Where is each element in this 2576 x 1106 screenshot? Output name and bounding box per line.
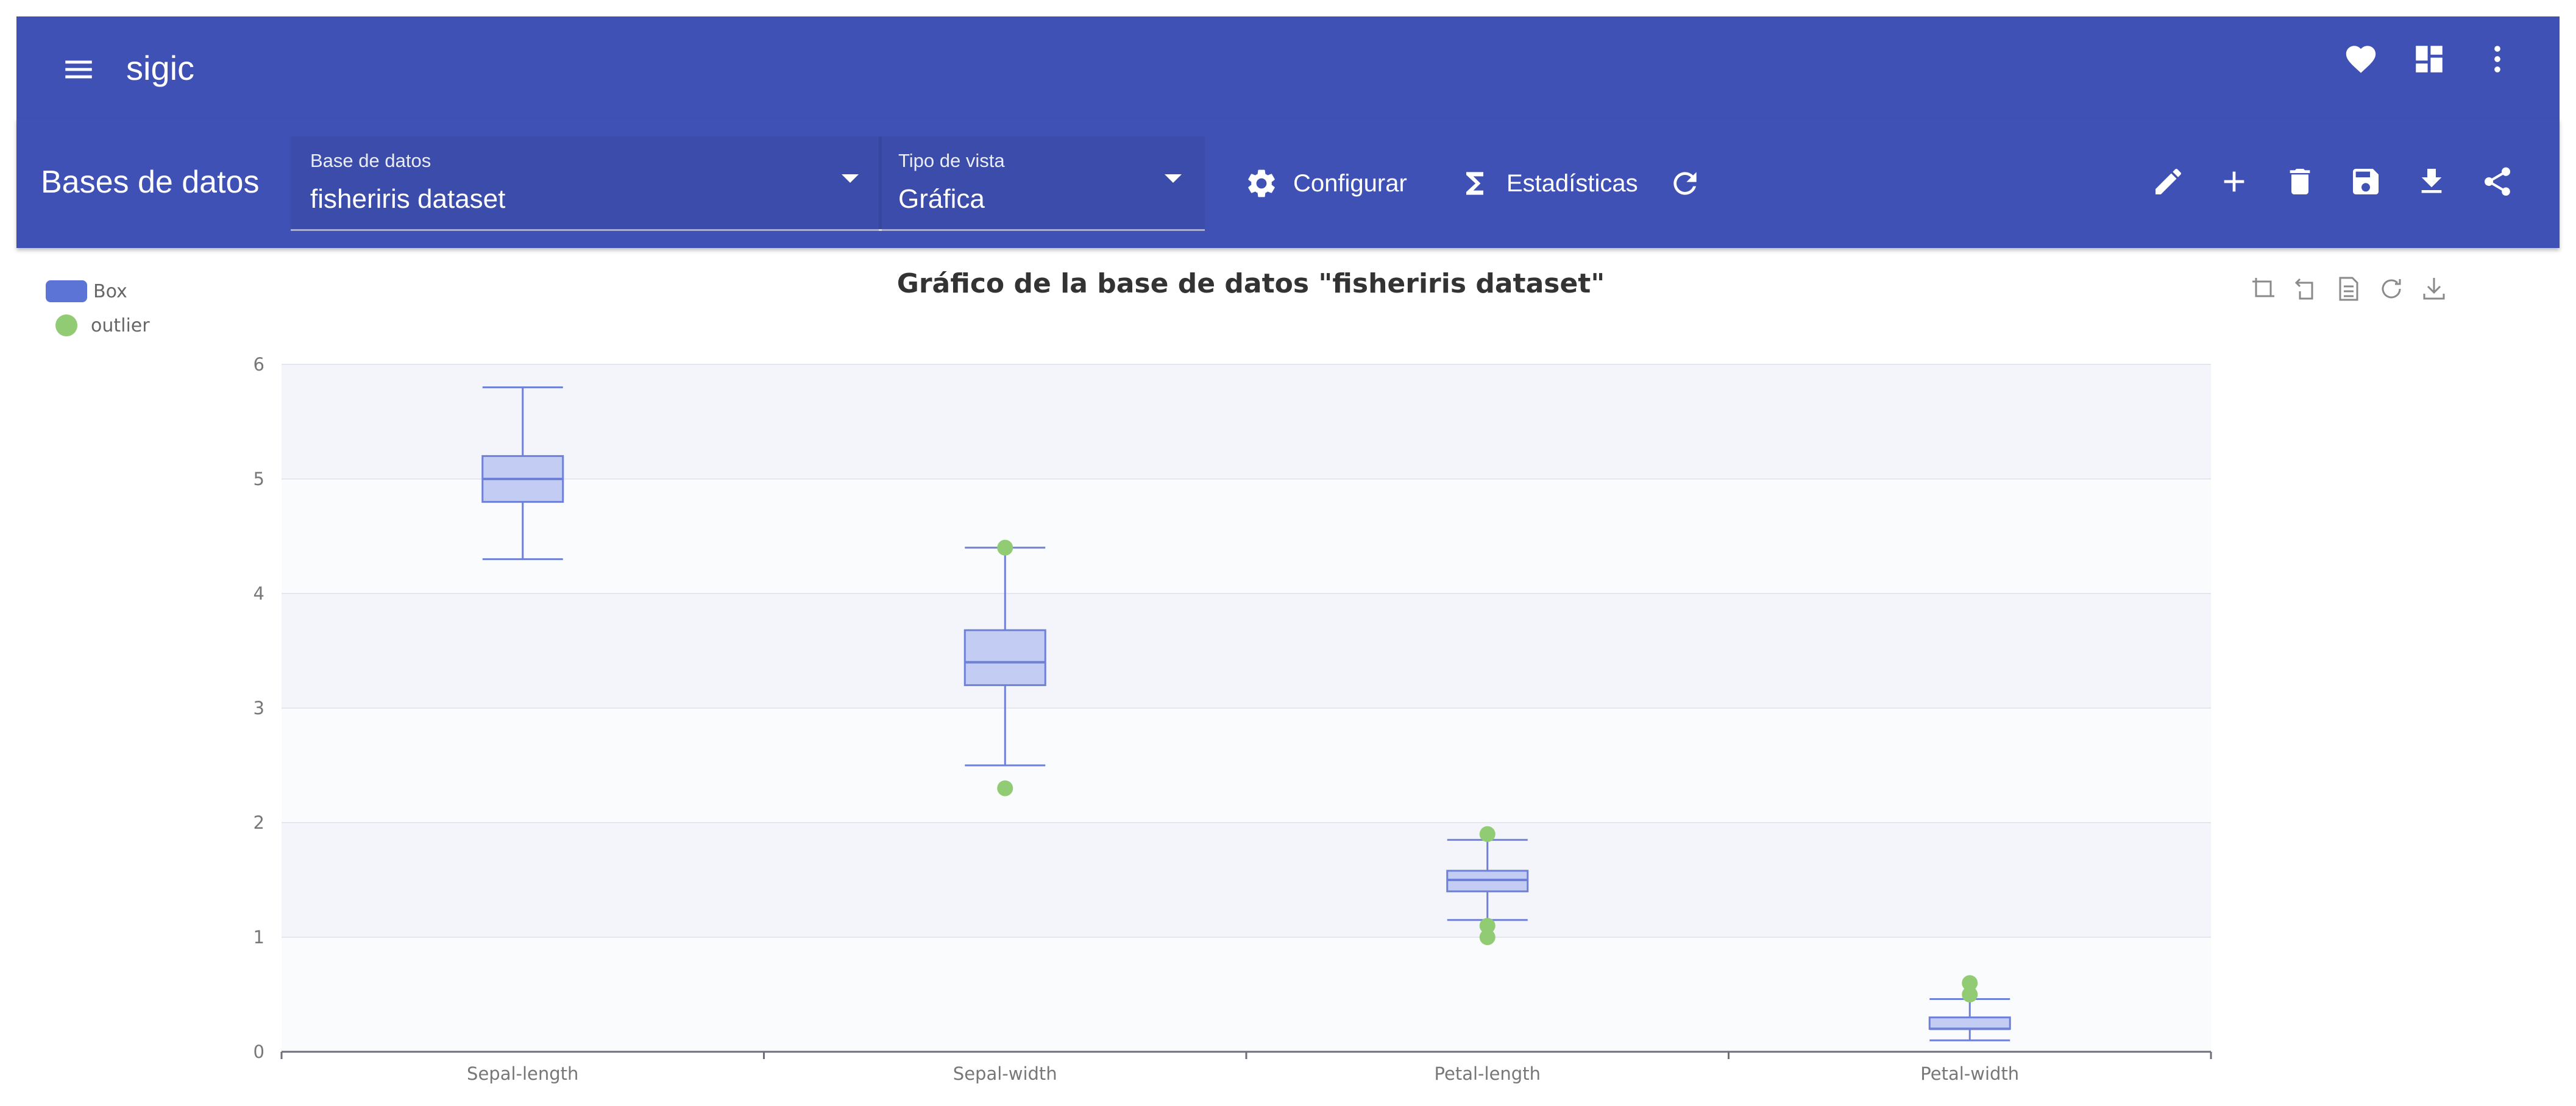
y-tick-label: 4 (254, 583, 264, 604)
x-tick-label: Petal-width (1920, 1063, 2019, 1084)
save-icon[interactable] (2346, 162, 2385, 201)
menu-icon[interactable] (59, 50, 98, 89)
zoom-icon[interactable] (2249, 274, 2278, 303)
download-icon[interactable] (2412, 162, 2451, 201)
configure-label: Configurar (1293, 169, 1407, 197)
x-tick-label: Sepal-length (467, 1063, 578, 1084)
grid-band (282, 823, 2211, 937)
y-tick-label: 3 (254, 698, 264, 718)
chart-legend: Box outlier (46, 274, 150, 342)
x-tick-label: Sepal-width (953, 1063, 1057, 1084)
chart-title: Gráfico de la base de datos "fisheriris … (896, 268, 1605, 299)
grid-band (282, 937, 2211, 1052)
x-tick-label: Petal-length (1435, 1063, 1541, 1084)
sigma-icon (1466, 172, 1483, 195)
box-iqr (1928, 1016, 2011, 1030)
view-type-select-value: Gráfica (898, 184, 985, 214)
outlier-point (1479, 929, 1496, 945)
delete-icon[interactable] (2280, 162, 2319, 201)
legend-box-swatch (46, 280, 87, 302)
refresh-button[interactable] (1668, 156, 1702, 211)
refresh-icon (1673, 172, 1697, 195)
grid-band (282, 479, 2211, 594)
database-select-value: fisheriris dataset (310, 184, 506, 214)
zoom-reset-icon[interactable] (2291, 274, 2321, 303)
outlier-point (997, 780, 1013, 796)
y-tick-label: 6 (254, 354, 264, 375)
grid-band (282, 364, 2211, 479)
chart-toolbox (2249, 274, 2449, 303)
dashboard-icon[interactable] (2410, 40, 2449, 79)
y-tick-label: 0 (254, 1041, 264, 1062)
app-bar: sigic (16, 16, 2560, 118)
more-vert-icon[interactable] (2478, 40, 2517, 79)
view-type-select-label: Tipo de vista (898, 150, 1005, 171)
outlier-point (1479, 826, 1496, 842)
grid-band (282, 708, 2211, 823)
box-iqr (963, 629, 1046, 686)
outlier-point (1962, 987, 1978, 1002)
y-tick-label: 1 (254, 927, 264, 948)
configure-button[interactable]: Configurar (1244, 156, 1407, 211)
share-icon[interactable] (2478, 162, 2517, 201)
save-image-icon[interactable] (2419, 274, 2449, 303)
gear-icon (1248, 169, 1275, 197)
app-title: sigic (126, 49, 195, 87)
chevron-down-icon (842, 174, 859, 183)
outlier-point (1479, 918, 1496, 934)
add-icon[interactable] (2215, 162, 2254, 201)
database-select[interactable]: Base de datos fisheriris dataset (291, 136, 882, 231)
outlier-point (997, 539, 1013, 556)
edit-icon[interactable] (2149, 162, 2188, 201)
legend-outlier-label: outlier (91, 314, 150, 336)
legend-box-label: Box (93, 280, 127, 302)
view-type-select[interactable]: Tipo de vista Gráfica (879, 136, 1205, 231)
grid-band (282, 594, 2211, 708)
chevron-down-icon (1165, 174, 1182, 183)
legend-item-outlier[interactable]: outlier (46, 308, 150, 342)
data-view-icon[interactable] (2334, 274, 2363, 303)
y-tick-label: 5 (254, 469, 264, 489)
page-title: Bases de datos (41, 165, 260, 200)
restore-icon[interactable] (2377, 274, 2406, 303)
database-select-label: Base de datos (310, 150, 431, 171)
view-toolbar: Bases de datos Base de datos fisheriris … (16, 118, 2560, 248)
legend-outlier-swatch (55, 314, 77, 336)
y-tick-label: 2 (254, 812, 264, 833)
statistics-button[interactable]: Estadísticas (1458, 156, 1638, 211)
legend-item-box[interactable]: Box (46, 274, 150, 308)
heart-icon[interactable] (2341, 40, 2380, 79)
outlier-point (1962, 975, 1978, 991)
statistics-label: Estadísticas (1506, 169, 1638, 197)
